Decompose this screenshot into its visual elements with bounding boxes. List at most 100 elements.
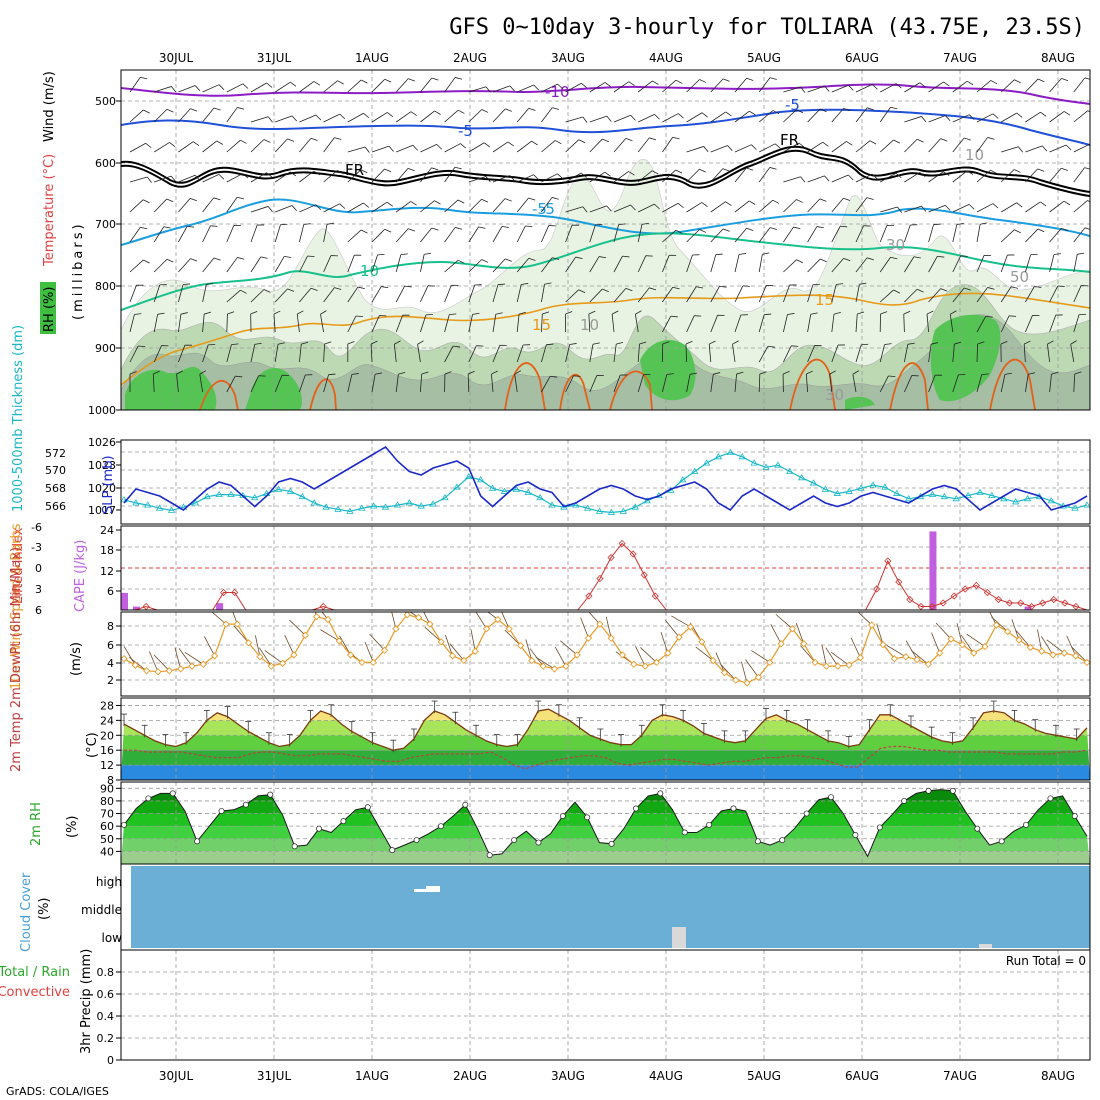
wind-barb-flag	[764, 313, 772, 316]
wind-barb	[1025, 254, 1032, 273]
temp-axis-label: 2m Temp 2m DewPt (6hr Min/Max)	[9, 547, 24, 772]
wind-barb-flag	[565, 311, 573, 315]
wind-barb-flag	[166, 258, 174, 263]
wind-point	[1038, 647, 1046, 655]
wind-barb-flag	[848, 84, 854, 91]
wind-point	[664, 649, 672, 657]
wind-barb	[371, 78, 386, 93]
wind-barb-flag	[677, 202, 684, 209]
wind-barb-flag	[370, 340, 378, 345]
contour-plus10	[121, 232, 1090, 311]
wind-barb	[468, 345, 477, 363]
wind-barb-flag	[457, 199, 465, 204]
thickness-point	[583, 504, 592, 511]
wind-barb-flag	[424, 252, 432, 255]
wind-barb	[347, 229, 362, 243]
wind-barb-flag	[421, 371, 429, 375]
wind-barb-flag	[481, 259, 489, 263]
wind-point	[528, 656, 536, 665]
cape-ticks: -6 -3 0 3 6 24 18 12 6	[31, 521, 121, 617]
date-label-bottom: 8AUG	[1041, 1069, 1075, 1083]
wind-barb-flag	[630, 114, 636, 121]
surface-barb	[741, 661, 748, 684]
wind-barb-flag	[824, 175, 830, 182]
li-tick: 6	[35, 604, 42, 617]
wind-barb	[202, 174, 220, 183]
wind-barb-flag	[485, 86, 491, 93]
thickness-point	[762, 463, 770, 470]
li-point	[906, 595, 914, 604]
wind-point	[924, 660, 933, 668]
wind-barb-flag	[625, 138, 633, 142]
wind-barb-flag	[573, 375, 581, 377]
wind-barb	[807, 345, 816, 363]
wind-point	[698, 638, 706, 646]
temp-band	[121, 765, 1090, 780]
cloud-axis-label: Cloud Cover	[19, 872, 34, 952]
wind-barb	[467, 373, 470, 393]
wind-barb	[420, 110, 435, 123]
thickness-point	[429, 500, 437, 507]
wind-barb	[928, 81, 944, 93]
wind-barb-flag	[931, 342, 939, 345]
wind-barb-flag	[388, 145, 394, 152]
wind-barb-flag	[472, 312, 480, 315]
wind-barb	[662, 79, 677, 93]
wind-barb	[492, 314, 497, 333]
wind-barb-flag	[254, 342, 262, 345]
wind-point	[380, 646, 389, 654]
wind-point	[369, 658, 377, 667]
wind-barb	[1001, 112, 1017, 123]
wind-barb	[1049, 374, 1052, 393]
wind-barb-flag	[410, 111, 417, 116]
wind-barb-flag	[546, 343, 554, 346]
wind-barb	[226, 313, 228, 333]
wind-barb-flag	[1053, 253, 1061, 255]
rh-tick: 70	[100, 808, 114, 821]
rh-point	[437, 823, 444, 830]
wind-barb-flag	[654, 114, 660, 120]
wind-point	[210, 652, 219, 660]
wind-barb	[250, 172, 267, 183]
wind-barb	[589, 256, 600, 273]
wind-barb	[541, 284, 545, 303]
thickness-point	[132, 499, 140, 506]
precip-tick: 0	[107, 1054, 114, 1067]
wind-point	[675, 633, 683, 641]
wind-point	[121, 655, 128, 663]
thickness-point	[572, 501, 580, 508]
wind-barb	[928, 256, 938, 273]
wind-point	[1060, 649, 1068, 657]
wind-barb-flag	[497, 283, 505, 286]
wind-barb	[1049, 167, 1062, 183]
wind-barb	[420, 200, 435, 213]
wind-barb-flag	[762, 252, 770, 255]
wind-barb-flag	[964, 137, 971, 141]
wind-barb-flag	[417, 340, 424, 345]
wind-barb	[662, 374, 668, 393]
wind-barb-flag	[893, 289, 901, 294]
wind-barb-flag	[235, 375, 243, 378]
wind-barb-flag	[907, 342, 915, 345]
wind-barb	[492, 284, 499, 303]
thickness-point	[191, 499, 200, 506]
thickness-point	[548, 501, 556, 508]
wind-barb	[420, 374, 423, 393]
wind-barb	[468, 226, 479, 243]
wind-barb	[879, 375, 889, 393]
wind-barb	[178, 141, 194, 153]
wind-barb-flag	[582, 116, 588, 123]
surface-barb	[1011, 619, 1020, 641]
surface-barb	[635, 646, 646, 667]
wind-barb-flag	[602, 138, 609, 143]
date-label-top: 31JUL	[257, 51, 292, 65]
wind-barb-flag	[263, 139, 271, 143]
wind-barb	[637, 80, 653, 93]
wind-barb	[541, 344, 547, 363]
wind-barb-flag	[384, 168, 392, 173]
wind-barb-flag	[1014, 79, 1021, 84]
li-point	[651, 592, 659, 600]
wind-barb	[517, 174, 534, 183]
wind-barb-flag	[893, 139, 901, 144]
wind-barb	[611, 314, 615, 333]
